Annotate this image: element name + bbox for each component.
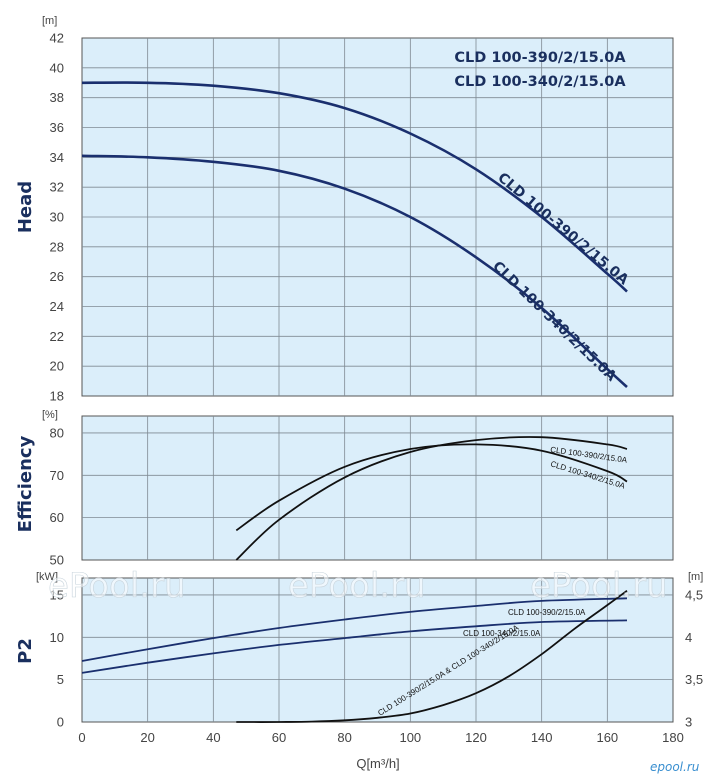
x-axis-label: Q[m³/h] bbox=[356, 756, 399, 771]
head-ytick-label: 32 bbox=[50, 180, 64, 195]
head-ytick-label: 26 bbox=[50, 269, 64, 284]
head-ytick-label: 22 bbox=[50, 329, 64, 344]
head-ytick-label: 24 bbox=[50, 299, 64, 314]
power-plot-area bbox=[81, 577, 674, 723]
efficiency-ytick-label: 60 bbox=[50, 510, 64, 525]
head-series-1-line bbox=[81, 154, 628, 388]
efficiency-unit-label: [%] bbox=[42, 409, 58, 421]
power-ytick-label: 10 bbox=[50, 630, 64, 645]
power-right-ytick-label: 4,5 bbox=[685, 587, 703, 602]
power-series-1-line bbox=[81, 619, 628, 674]
power-right-ytick-label: 3,5 bbox=[685, 672, 703, 687]
power-ytick-label: 5 bbox=[57, 672, 64, 687]
x-tick-label: 60 bbox=[272, 730, 286, 745]
head-ytick-label: 30 bbox=[50, 210, 64, 225]
efficiency-ytick-label: 80 bbox=[50, 425, 64, 440]
head-ytick-label: 38 bbox=[50, 90, 64, 105]
head-series-0-line bbox=[81, 81, 628, 293]
power-series-1-label: CLD 100-340/2/15.0A bbox=[463, 629, 541, 638]
head-ytick-label: 42 bbox=[50, 31, 64, 46]
head-ytick-label: 28 bbox=[50, 239, 64, 254]
power-right-ytick-label: 3 bbox=[685, 715, 692, 730]
x-tick-label: 180 bbox=[662, 730, 684, 745]
chart-title-line-2: CLD 100-340/2/15.0A bbox=[454, 74, 626, 90]
power-ytick-label: 0 bbox=[57, 715, 64, 730]
site-logo: epool.ru bbox=[650, 760, 700, 774]
power-axis-label: P2 bbox=[15, 638, 36, 664]
head-axis-label: Head bbox=[15, 181, 36, 233]
efficiency-ytick-label: 70 bbox=[50, 468, 64, 483]
head-ytick-label: 34 bbox=[50, 150, 64, 165]
x-tick-label: 120 bbox=[465, 730, 487, 745]
head-ytick-label: 18 bbox=[50, 389, 64, 404]
x-tick-label: 160 bbox=[596, 730, 618, 745]
head-ytick-label: 20 bbox=[50, 359, 64, 374]
power-series-2-line bbox=[236, 589, 628, 723]
efficiency-ytick-label: 50 bbox=[50, 553, 64, 568]
x-tick-label: 20 bbox=[140, 730, 154, 745]
watermark-1: ePool.ru bbox=[48, 566, 186, 606]
x-tick-label: 140 bbox=[531, 730, 553, 745]
x-tick-label: 100 bbox=[399, 730, 421, 745]
efficiency-series-1-line bbox=[235, 443, 628, 532]
watermark-2: ePool.ru bbox=[288, 566, 426, 606]
power-series-0-line bbox=[81, 597, 628, 662]
efficiency-plot-area bbox=[81, 415, 674, 561]
head-ytick-label: 40 bbox=[50, 60, 64, 75]
x-tick-label: 80 bbox=[337, 730, 351, 745]
efficiency-axis-label: Efficiency bbox=[15, 435, 36, 532]
x-tick-label: 40 bbox=[206, 730, 220, 745]
power-unit-label: [kW] bbox=[36, 571, 58, 583]
power-right-unit-label: [m] bbox=[688, 571, 703, 583]
power-series-0-label: CLD 100-390/2/15.0A bbox=[508, 608, 586, 617]
power-right-ytick-label: 4 bbox=[685, 630, 692, 645]
x-tick-label: 0 bbox=[78, 730, 85, 745]
head-unit-label: [m] bbox=[42, 15, 57, 27]
chart-title-line-1: CLD 100-390/2/15.0A bbox=[454, 50, 626, 66]
head-ytick-label: 36 bbox=[50, 120, 64, 135]
power-ytick-label: 15 bbox=[50, 587, 64, 602]
watermark-3: ePool.ru bbox=[530, 566, 668, 606]
